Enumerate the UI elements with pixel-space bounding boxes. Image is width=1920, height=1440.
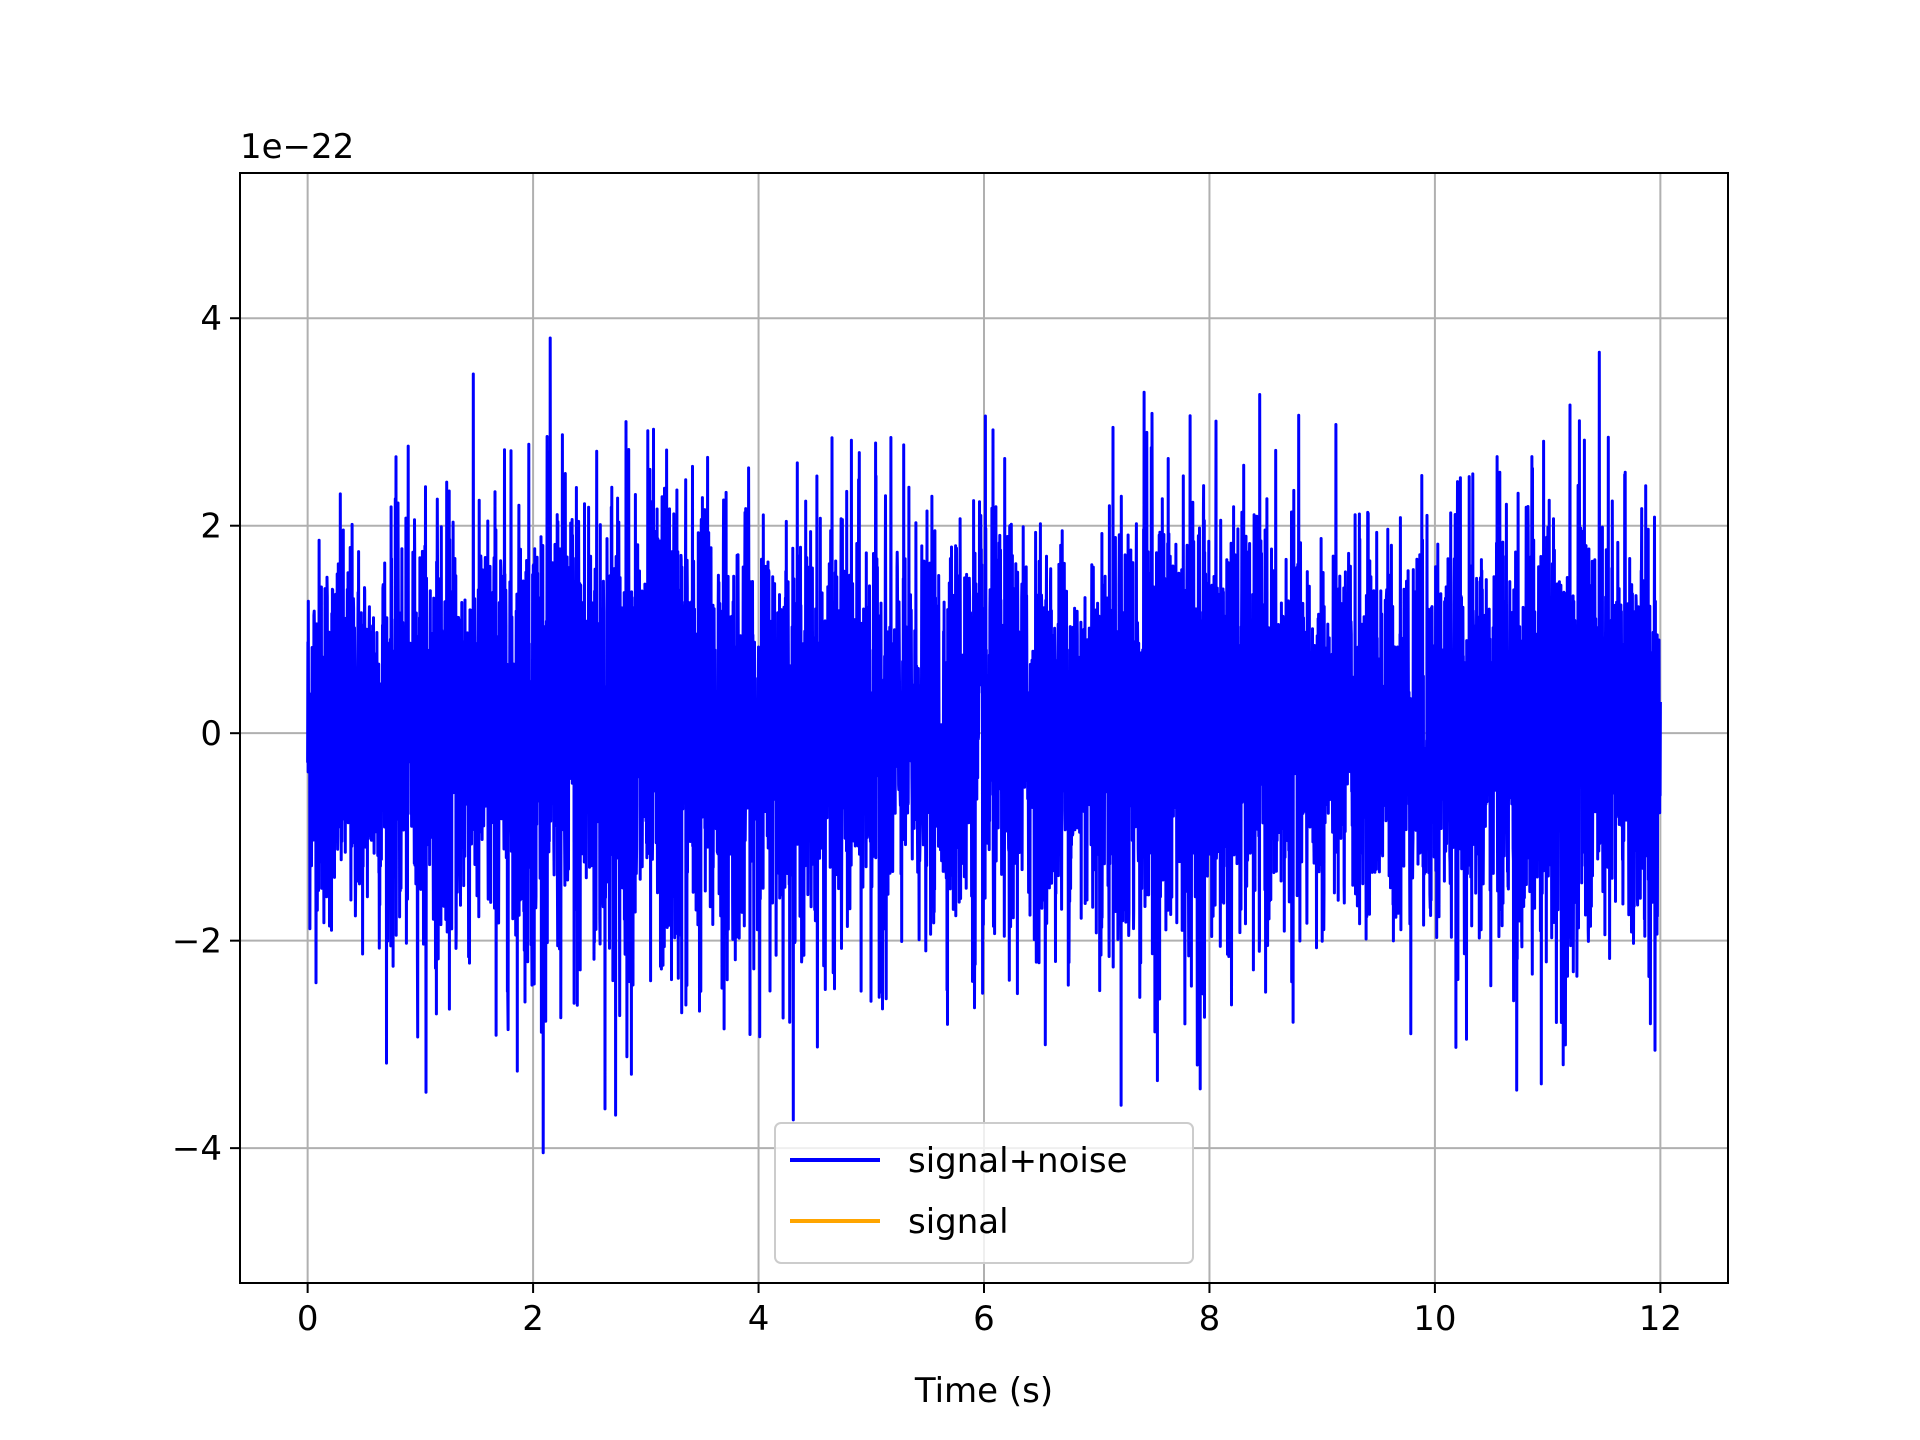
line-signal-noise <box>306 336 1662 1155</box>
legend-label-signal-noise: signal+noise <box>908 1141 1128 1181</box>
y-tick-label: 4 <box>200 299 222 339</box>
x-tick-label: 10 <box>1413 1299 1456 1339</box>
y-tick-label: −2 <box>172 922 222 962</box>
x-tick-label: 0 <box>297 1299 319 1339</box>
y-tick-label: 2 <box>200 507 222 547</box>
x-axis-ticks: 0 2 4 6 8 10 12 <box>297 1283 1682 1339</box>
legend: signal+noise signal <box>774 1122 1194 1264</box>
y-tick-label: −4 <box>172 1129 222 1169</box>
x-tick-label: 2 <box>522 1299 544 1339</box>
x-tick-label: 6 <box>973 1299 995 1339</box>
x-tick-label: 4 <box>748 1299 770 1339</box>
x-tick-label: 8 <box>1199 1299 1221 1339</box>
x-axis-label: Time (s) <box>914 1371 1053 1411</box>
y-axis-ticks: −4 −2 0 2 4 <box>172 299 240 1169</box>
y-axis-scale-label: 1e−22 <box>240 127 354 167</box>
y-tick-label: 0 <box>200 714 222 754</box>
x-tick-label: 12 <box>1639 1299 1682 1339</box>
series-signal-noise <box>306 336 1662 1155</box>
legend-label-signal: signal <box>908 1202 1009 1242</box>
